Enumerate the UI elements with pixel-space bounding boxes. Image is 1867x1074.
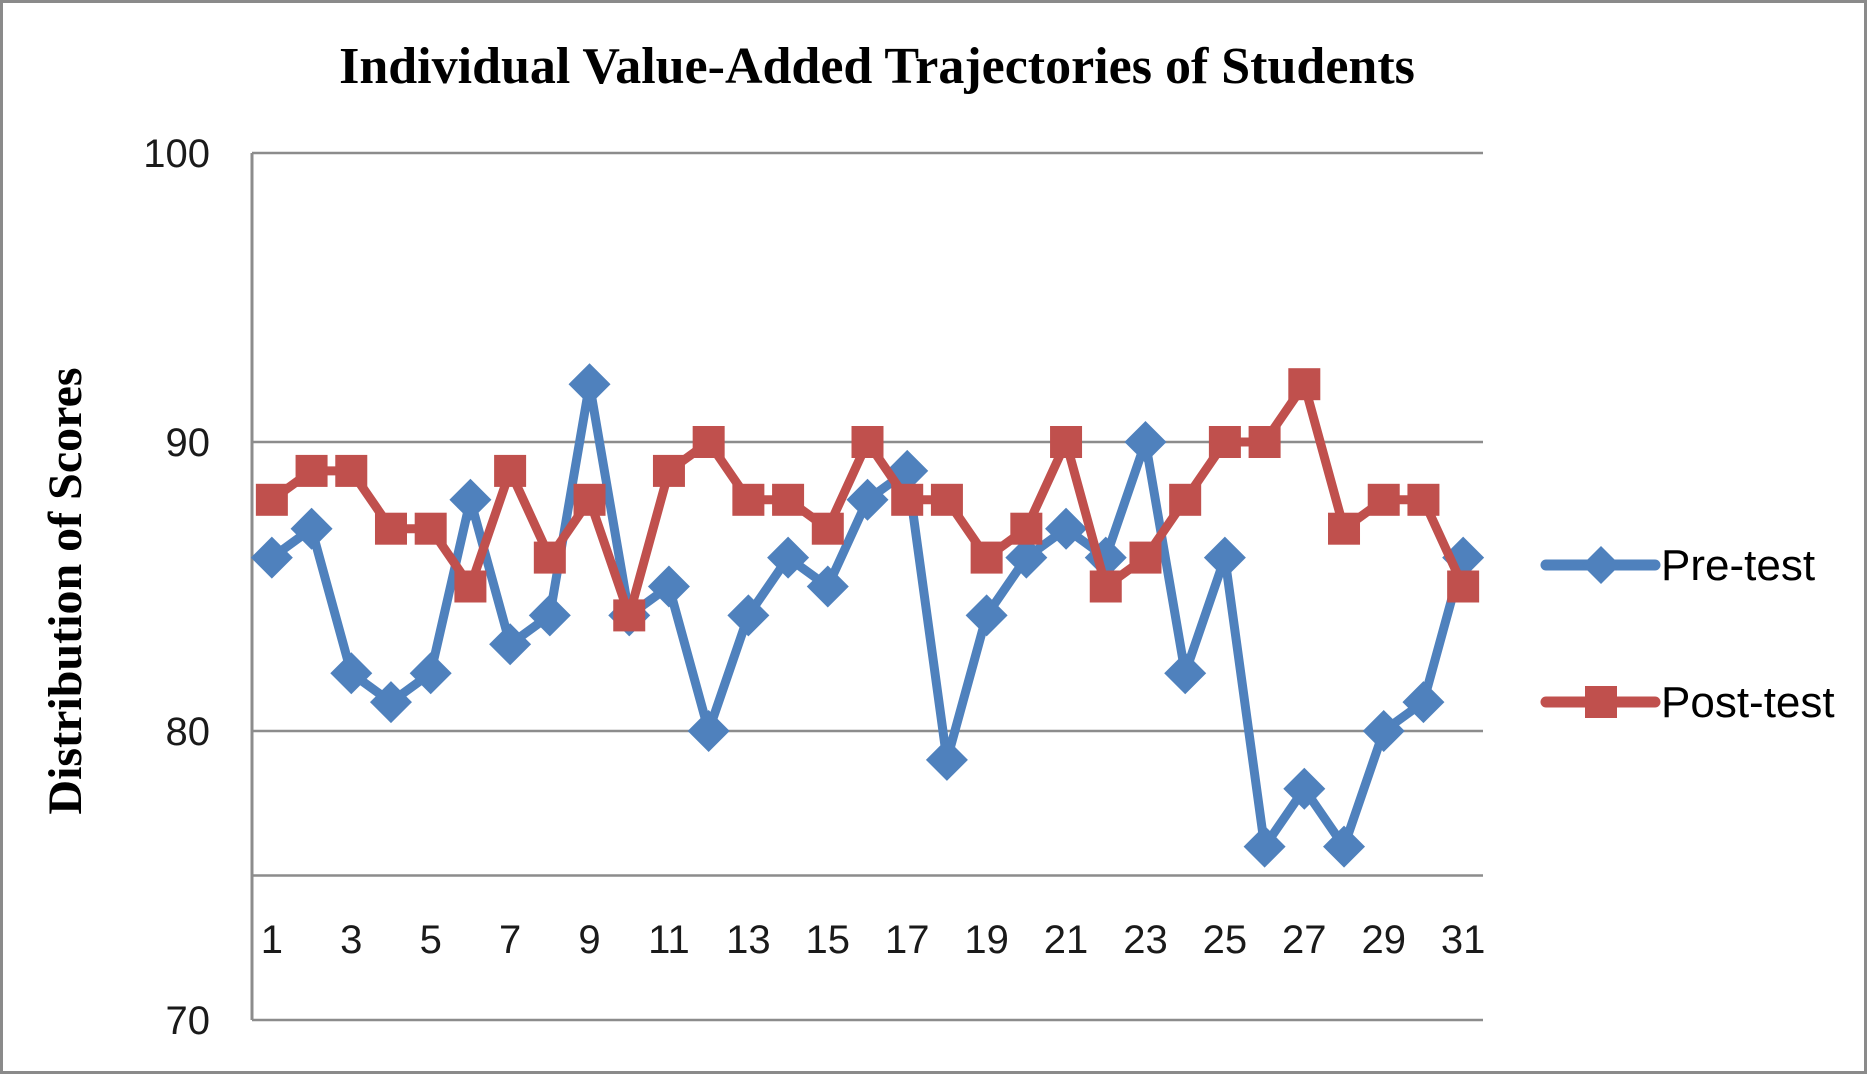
- post-test-marker: [295, 454, 328, 487]
- pre-test-marker: [1362, 710, 1405, 752]
- x-tick-label: 25: [1203, 918, 1248, 962]
- post-test-marker: [851, 426, 884, 458]
- post-test-marker: [454, 570, 487, 603]
- x-tick-label: 7: [499, 918, 521, 962]
- legend-item-pre-test: Pre-test: [1540, 541, 1815, 590]
- post-test-marker: [533, 541, 566, 574]
- x-tick-label: 19: [964, 918, 1009, 962]
- post-test-marker: [613, 599, 646, 632]
- post-test-marker: [374, 512, 407, 545]
- y-tick-label: 70: [166, 999, 211, 1043]
- pre-test-marker: [925, 738, 968, 781]
- pre-test-marker: [647, 565, 690, 608]
- pre-test-marker: [290, 507, 333, 550]
- post-test-series: [255, 368, 1480, 632]
- y-tick-label: 100: [143, 132, 210, 176]
- pre-test-marker: [727, 594, 770, 637]
- pre-test-marker: [489, 623, 532, 666]
- x-tick-label: 23: [1123, 918, 1168, 962]
- x-tick-label: 1: [261, 918, 283, 962]
- post-test-marker: [255, 483, 288, 516]
- post-test-marker: [772, 483, 805, 516]
- pre-test-marker: [1203, 536, 1246, 579]
- pre-test-marker: [806, 565, 849, 608]
- pre-test-marker: [250, 536, 293, 579]
- y-tick-label: 80: [166, 710, 211, 754]
- post-test-marker: [1050, 426, 1083, 458]
- post-test-marker: [652, 454, 685, 487]
- post-test-marker: [1248, 426, 1281, 458]
- pre-test-marker: [1045, 507, 1088, 550]
- pre-test-marker: [1124, 421, 1167, 463]
- pre-test-marker: [1402, 681, 1445, 724]
- pre-test-marker: [568, 363, 611, 406]
- post-test-marker: [1328, 512, 1361, 545]
- pre-test-marker: [369, 681, 412, 724]
- pre-test-marker: [528, 594, 571, 637]
- post-test-marker: [970, 541, 1003, 574]
- x-tick-label: 15: [806, 918, 851, 962]
- x-tick-label: 27: [1282, 918, 1327, 962]
- x-tick-label: 21: [1044, 918, 1089, 962]
- pre-test-marker: [965, 594, 1008, 637]
- chart-title: Individual Value-Added Trajectories of S…: [339, 38, 1415, 95]
- x-tick-label: 5: [420, 918, 442, 962]
- post-test-marker: [1129, 541, 1162, 574]
- line-chart: Individual Value-Added Trajectories of S…: [39, 38, 1835, 1043]
- pre-test-marker: [449, 478, 492, 521]
- data-series: [250, 363, 1485, 868]
- x-tick-label: 31: [1441, 918, 1486, 962]
- x-tick-label: 3: [340, 918, 362, 962]
- post-test-marker: [573, 483, 606, 516]
- post-test-marker: [930, 483, 963, 516]
- legend-label-post-test: Post-test: [1661, 678, 1835, 727]
- x-tick-label: 29: [1361, 918, 1406, 962]
- gridlines: [250, 151, 1483, 1022]
- pre-test-marker: [1164, 652, 1207, 695]
- x-tick-label: 9: [578, 918, 600, 962]
- post-test-marker: [1089, 570, 1122, 603]
- post-test-marker: [335, 454, 368, 487]
- pre-test-marker: [1005, 536, 1048, 579]
- post-test-marker: [1010, 512, 1043, 545]
- pre-test-marker: [330, 652, 373, 695]
- legend-label-pre-test: Pre-test: [1661, 541, 1815, 590]
- post-test-marker: [811, 512, 844, 545]
- y-tick-label: 90: [166, 421, 211, 465]
- pre-test-marker: [767, 536, 810, 579]
- legend: Pre-test Post-test: [1540, 541, 1835, 727]
- pre-test-marker: [687, 710, 730, 752]
- post-test-marker: [1447, 570, 1480, 603]
- y-axis-tick-labels: 100 90 80 70: [143, 132, 210, 1043]
- post-test-marker: [692, 426, 725, 458]
- post-test-marker: [1169, 483, 1202, 516]
- x-tick-label: 11: [648, 918, 690, 962]
- post-test-legend-square-icon: [1585, 686, 1617, 718]
- post-test-marker: [891, 483, 924, 516]
- pre-test-marker: [846, 478, 889, 521]
- pre-test-legend-diamond-icon: [1582, 546, 1620, 584]
- post-test-marker: [1367, 483, 1400, 516]
- x-tick-label: 17: [885, 918, 930, 962]
- x-tick-label: 13: [726, 918, 771, 962]
- pre-test-marker: [1243, 825, 1286, 868]
- post-test-marker: [1288, 368, 1321, 401]
- y-axis-title: Distribution of Scores: [39, 367, 92, 814]
- legend-item-post-test: Post-test: [1540, 678, 1835, 727]
- post-test-marker: [1407, 483, 1440, 516]
- post-test-marker: [1208, 426, 1241, 458]
- post-test-marker: [414, 512, 447, 545]
- x-axis-tick-labels: 1 3 5 7 9 11 13 15 17 19 21 23 25 27 29 31: [261, 918, 1486, 962]
- post-test-marker: [732, 483, 765, 516]
- pre-test-marker: [409, 652, 452, 695]
- pre-test-marker: [1283, 767, 1326, 810]
- pre-test-marker: [1323, 825, 1366, 868]
- post-test-marker: [494, 454, 527, 487]
